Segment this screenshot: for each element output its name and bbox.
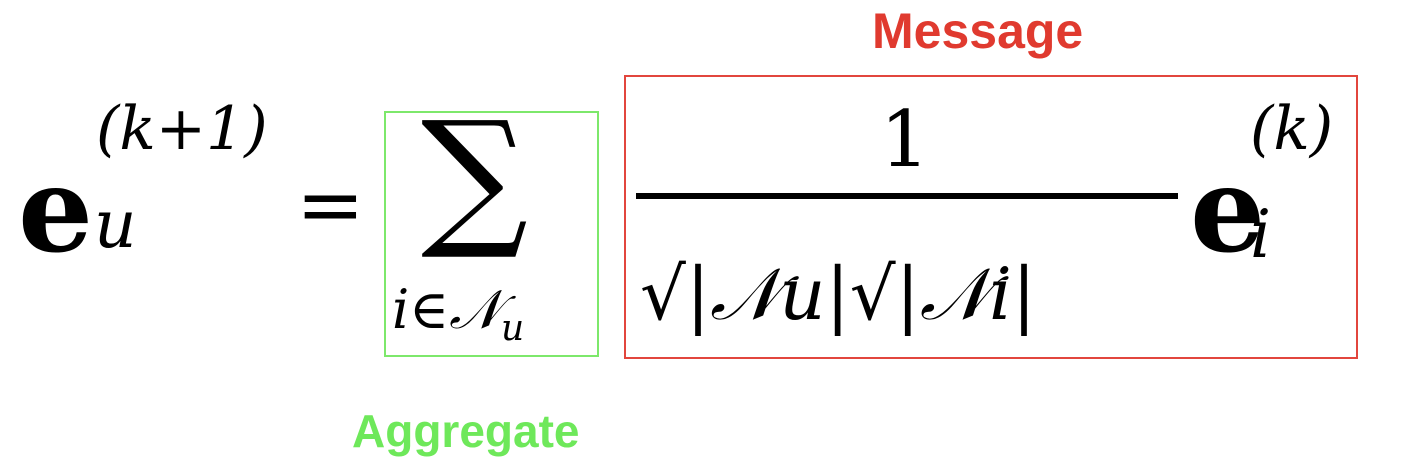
summation-symbol: ∑ — [421, 90, 529, 264]
message-box — [624, 75, 1358, 359]
lhs-superscript: (k+1) — [96, 94, 268, 164]
fraction-denominator: √|𝒩u|√|𝒩i| — [640, 252, 1037, 336]
fraction-bar — [636, 193, 1178, 199]
summation-index-subscript: u — [500, 307, 525, 349]
equals-sign: = — [296, 158, 365, 253]
aggregate-box — [384, 111, 599, 357]
lhs-embedding-symbol: e — [18, 140, 94, 279]
rhs-subscript: i — [1250, 196, 1272, 273]
rhs-superscript: (k) — [1250, 94, 1334, 164]
fraction-numerator: 1 — [880, 95, 930, 185]
message-label: Message — [872, 3, 1084, 59]
rhs-embedding-symbol: e — [1190, 140, 1266, 279]
aggregate-label: Aggregate — [352, 405, 580, 457]
summation-index-main: i∈𝒩 — [392, 278, 501, 341]
summation-index: i∈𝒩u — [392, 278, 524, 349]
lhs-subscript: u — [94, 186, 137, 263]
